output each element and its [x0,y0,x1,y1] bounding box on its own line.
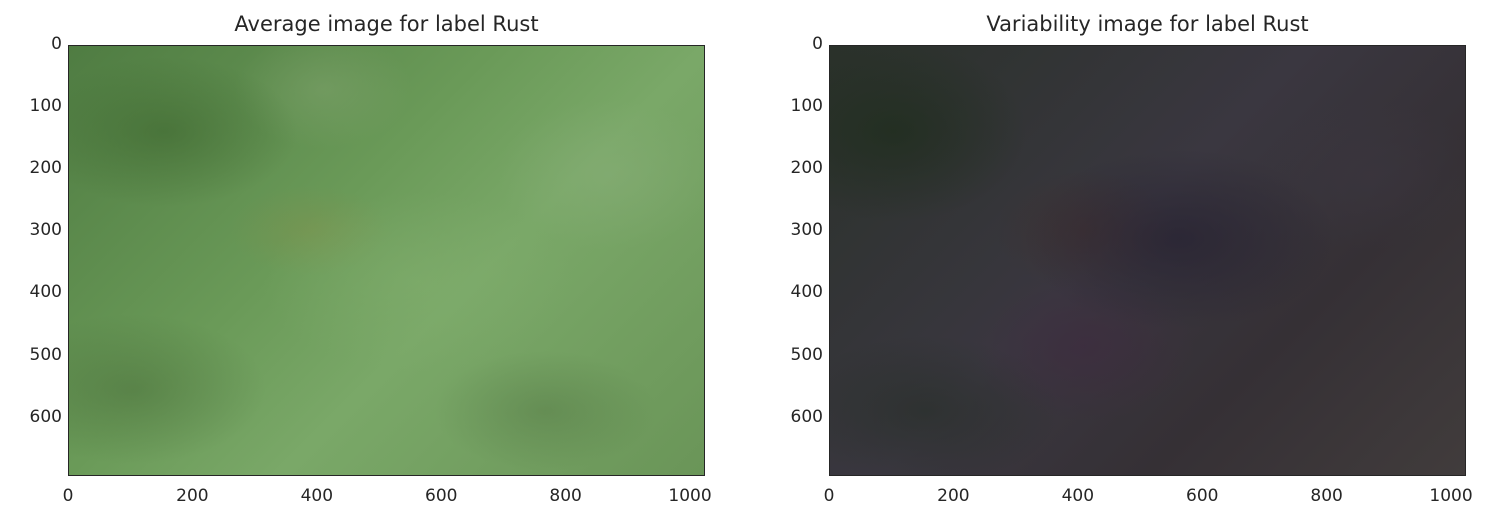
x-tick-label: 800 [1310,486,1343,506]
y-tick-label: 200 [790,158,823,179]
y-tick-label: 600 [790,406,823,427]
x-tick-label: 800 [549,486,582,506]
x-tick-label: 600 [1186,486,1219,506]
y-tick-label: 100 [29,96,62,117]
chart-title: Average image for label Rust [234,12,539,36]
variability-image-heatmap [830,46,1465,475]
y-tick-label: 300 [790,220,823,241]
y-tick-label: 400 [790,282,823,303]
y-tick-label: 400 [29,282,62,303]
x-tick-label: 400 [300,486,334,506]
y-tick-label: 200 [29,158,62,179]
y-tick-label: 300 [29,220,62,241]
x-tick-label: 200 [176,486,209,506]
y-tick-label: 0 [51,34,62,54]
chart-title: Variability image for label Rust [986,12,1309,36]
x-tick-label: 1000 [1429,486,1473,506]
x-tick-label: 600 [425,486,458,506]
x-tick-label: 200 [937,486,970,506]
x-tick-label: 400 [1061,486,1095,506]
y-tick-label: 500 [790,344,823,365]
average-image-heatmap [69,46,704,475]
x-tick-label: 0 [823,486,835,506]
average-image-plot-area [68,45,705,476]
y-tick-label: 100 [790,96,823,117]
x-tick-label: 0 [62,486,74,506]
variability-image-plot-area [829,45,1466,476]
y-tick-label: 600 [29,406,62,427]
y-tick-label: 0 [812,34,823,54]
y-tick-label: 500 [29,344,62,365]
x-tick-label: 1000 [668,486,712,506]
